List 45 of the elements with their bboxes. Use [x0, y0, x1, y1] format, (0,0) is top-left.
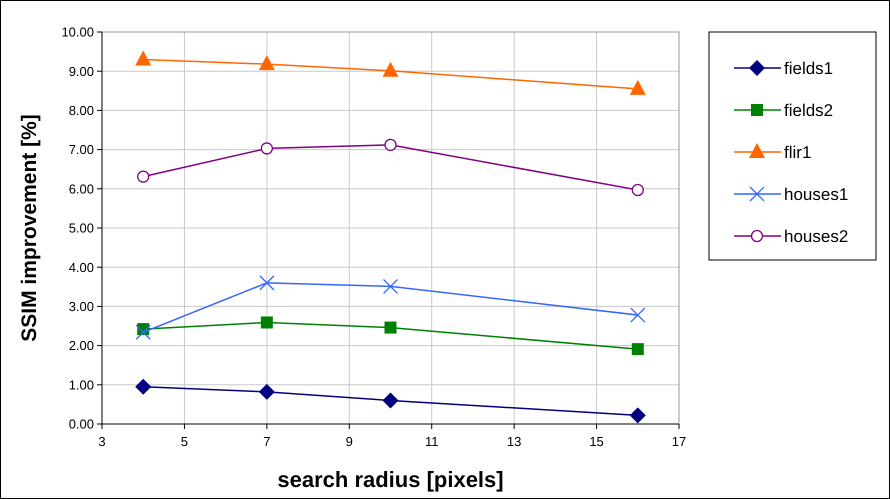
x-axis-title: search radius [pixels] — [277, 467, 504, 492]
y-tick-label: 2.00 — [68, 338, 94, 354]
x-tick-label: 11 — [424, 434, 438, 449]
point — [135, 50, 152, 66]
legend-label: houses2 — [784, 226, 848, 246]
y-tick-label: 1.00 — [68, 377, 94, 392]
legend-label: houses1 — [784, 184, 848, 204]
x-tick-label: 5 — [180, 434, 188, 449]
y-tick-label: 5.00 — [68, 220, 94, 236]
point — [630, 407, 646, 424]
point — [258, 55, 275, 70]
y-tick-label: 9.00 — [68, 64, 94, 79]
point — [630, 80, 646, 95]
legend-label: fields2 — [784, 100, 834, 120]
point — [384, 138, 397, 152]
x-tick-label: 7 — [263, 434, 270, 449]
point — [382, 392, 398, 408]
x-tick-label: 17 — [672, 434, 686, 449]
legend-label: flir1 — [784, 142, 812, 162]
x-tick-label: 15 — [589, 434, 604, 449]
y-tick-label: 8.00 — [68, 102, 94, 118]
point — [630, 307, 646, 323]
y-tick-label: 6.00 — [68, 181, 94, 196]
y-tick-label: 3.00 — [68, 298, 94, 314]
point — [259, 275, 275, 291]
point — [384, 322, 396, 334]
y-axis-title: SSIM improvement [%] — [18, 114, 41, 342]
x-tick-label: 3 — [98, 434, 106, 449]
point — [260, 142, 274, 155]
point — [632, 184, 644, 196]
point — [137, 170, 150, 183]
x-tick-label: 9 — [346, 434, 353, 449]
y-tick-label: 4.00 — [68, 260, 94, 275]
point — [135, 378, 152, 395]
point — [382, 62, 398, 77]
point — [136, 324, 151, 340]
point — [258, 384, 275, 400]
x-tick-label: 13 — [506, 434, 522, 449]
legend-label: fields1 — [784, 58, 834, 78]
point — [382, 278, 398, 294]
y-tick-label: 0.00 — [68, 416, 94, 432]
y-tick-label: 10.00 — [61, 24, 94, 40]
y-tick-label: 7.00 — [68, 142, 94, 158]
point — [260, 316, 273, 328]
point — [632, 343, 644, 356]
